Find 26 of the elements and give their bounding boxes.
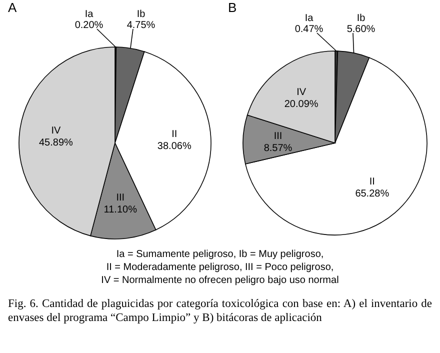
slice-label: III xyxy=(116,192,125,204)
slice-label: Ia xyxy=(304,13,314,24)
text: II = Moderadamente peligroso, III = Poco peligroso, xyxy=(105,261,335,274)
data-label: 8.57% xyxy=(264,142,292,154)
slice-label: III xyxy=(274,130,282,142)
data-label: 11.10% xyxy=(104,204,138,216)
chart-title: B xyxy=(228,0,237,15)
chart-title: A xyxy=(8,0,17,15)
data-label: 5.60% xyxy=(346,24,376,35)
data-label: 38.06% xyxy=(157,141,192,152)
data-label: 65.28% xyxy=(355,188,390,200)
data-label: 0.20% xyxy=(74,20,104,31)
slice-label: Ia xyxy=(84,9,94,20)
caption: Fig. 6. Cantidad de plaguicidas por categoría toxicológica con base en: A) el inventario de envases del programa “Campo Limpio” y B) bitácoras de aplicación xyxy=(8,297,432,325)
slice-label: Ib xyxy=(136,9,146,20)
data-label: 20.09% xyxy=(284,98,318,110)
text: IV = Normalmente no ofrecen peligro bajo uso normal xyxy=(100,274,340,287)
slice-label: II xyxy=(369,176,375,188)
text: Ia = Sumamente peligroso, Ib = Muy peligroso, xyxy=(115,248,325,261)
slice-label: II xyxy=(172,129,178,140)
slice-label: Ib xyxy=(356,13,366,24)
data-label: 4.75% xyxy=(126,20,156,31)
data-label: 0.47% xyxy=(294,24,324,35)
data-label: 45.89% xyxy=(39,137,74,148)
slice-label: IV xyxy=(51,125,62,136)
slice-label: IV xyxy=(296,86,306,98)
